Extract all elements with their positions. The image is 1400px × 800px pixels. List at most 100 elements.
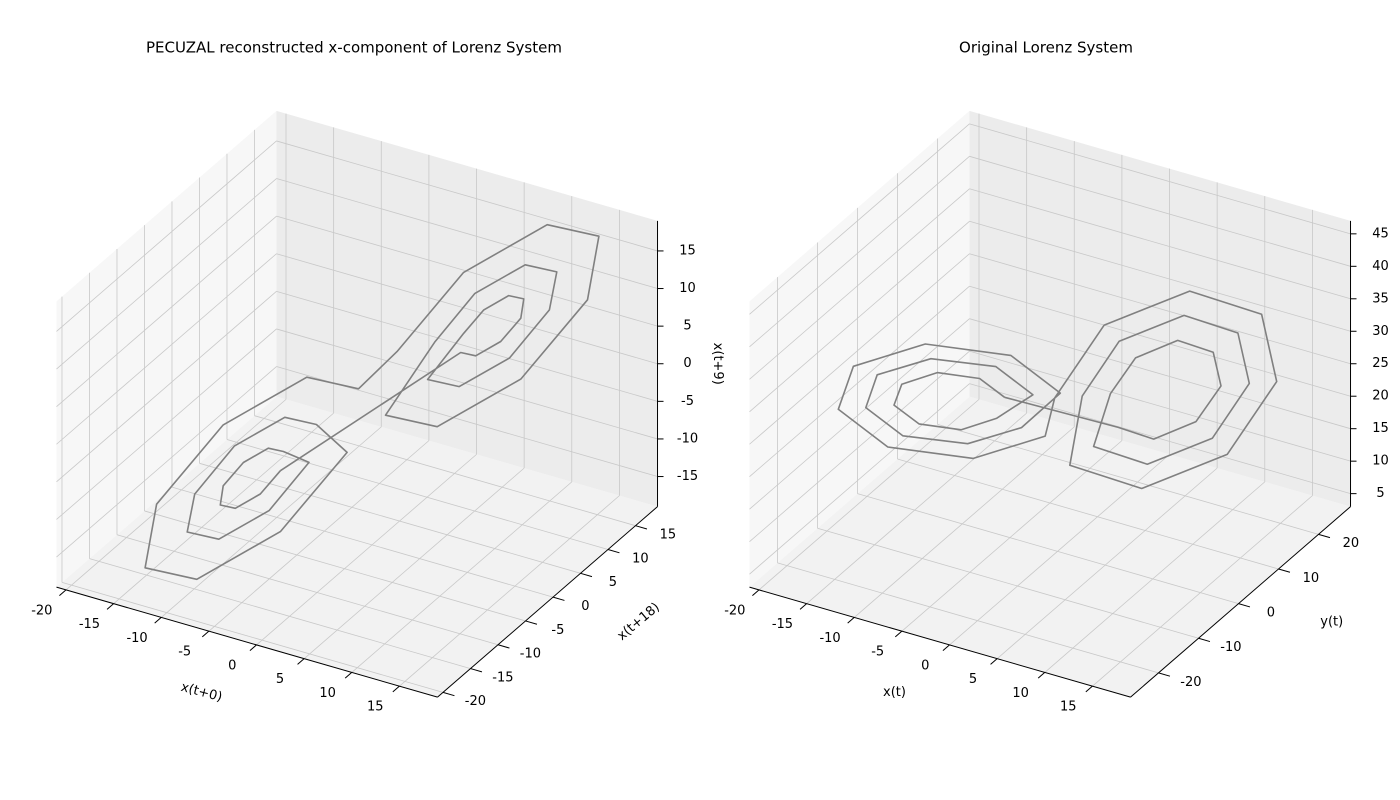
z-axis-label: x(t+9) xyxy=(710,343,725,385)
x-tick-label: -15 xyxy=(79,617,100,632)
x-axis-label: x(t+0) xyxy=(179,680,224,705)
tick-mark xyxy=(201,630,210,638)
grid-line xyxy=(56,253,277,445)
grid-line xyxy=(969,318,1351,430)
grid-line xyxy=(996,467,1218,659)
trajectory xyxy=(837,290,1278,490)
y-axis-label: x(t+18) xyxy=(615,600,663,644)
z-tick-label: -5 xyxy=(681,394,694,409)
grid-line xyxy=(969,383,1351,495)
x-tick-label: -15 xyxy=(772,617,793,632)
x-axis-label: x(t) xyxy=(883,685,906,700)
grid-line xyxy=(937,423,1319,535)
tick-mark xyxy=(392,685,400,693)
tick-mark xyxy=(847,617,855,624)
tick-mark xyxy=(497,644,510,649)
grid-line xyxy=(226,439,609,550)
tick-mark xyxy=(154,617,162,624)
y-axis-line xyxy=(1130,506,1351,698)
tick-mark xyxy=(1085,685,1093,693)
grid-line xyxy=(758,399,980,591)
grid-line xyxy=(276,253,658,365)
grid-line xyxy=(56,366,277,558)
tick-mark xyxy=(635,525,648,530)
grid-line xyxy=(399,495,620,687)
grid-line xyxy=(806,412,1027,604)
tick-mark xyxy=(1158,672,1171,677)
floor-pane xyxy=(749,396,1351,698)
grid-line xyxy=(56,328,277,520)
grid-line xyxy=(897,458,1279,570)
grid-line xyxy=(777,562,1159,674)
y-tick-label: -20 xyxy=(465,694,486,709)
grid-line xyxy=(1092,495,1313,687)
tick-mark xyxy=(470,668,483,673)
grid-line xyxy=(749,285,970,478)
z-tick-label: 25 xyxy=(1372,356,1389,371)
tick-mark xyxy=(607,549,620,554)
x-tick-label: -5 xyxy=(178,645,191,660)
x-tick-label: 15 xyxy=(367,700,384,715)
grid-line xyxy=(256,454,477,646)
y-axis-label: y(t) xyxy=(1320,614,1343,629)
grid-line xyxy=(749,156,970,348)
tick-mark xyxy=(1198,637,1211,643)
grid-line xyxy=(969,155,1351,267)
grid-line xyxy=(969,350,1351,462)
tick-mark xyxy=(106,603,114,610)
grid-line xyxy=(56,140,277,332)
grid-line xyxy=(749,318,970,510)
grid-line xyxy=(61,582,444,693)
grid-line xyxy=(969,123,1351,235)
z-tick-label: 5 xyxy=(1376,486,1384,501)
z-tick-label: 10 xyxy=(679,281,696,296)
x-tick-label: 0 xyxy=(228,658,236,673)
grid-line xyxy=(199,462,581,574)
grid-line xyxy=(116,534,499,646)
x-tick-label: 5 xyxy=(969,672,977,687)
z-tick-label: 15 xyxy=(1372,421,1389,436)
y-tick-label: 5 xyxy=(609,575,617,590)
tick-mark xyxy=(297,658,305,665)
tick-mark xyxy=(1318,533,1331,539)
y-tick-label: -5 xyxy=(551,623,564,638)
floor-pane xyxy=(56,396,658,698)
x-tick-label: -20 xyxy=(724,603,745,618)
x-tick-label: 10 xyxy=(319,686,336,701)
grid-line xyxy=(303,467,525,659)
grid-line xyxy=(56,215,277,407)
z-tick-label: 0 xyxy=(683,356,691,371)
grid-line xyxy=(161,426,382,618)
grid-line xyxy=(276,178,658,289)
grid-line xyxy=(276,140,658,252)
tick-mark xyxy=(580,572,593,578)
y-tick-label: -20 xyxy=(1180,675,1201,690)
tick-mark xyxy=(525,620,538,625)
x-tick-label: -10 xyxy=(126,631,147,646)
z-tick-label: 45 xyxy=(1372,226,1389,241)
grid-line xyxy=(969,188,1351,300)
tick-mark xyxy=(1238,603,1251,608)
grid-line xyxy=(969,220,1351,332)
tick-mark xyxy=(442,691,455,697)
grid-line xyxy=(254,415,636,527)
x-tick-label: -10 xyxy=(819,631,840,646)
z-tick-label: 30 xyxy=(1372,324,1389,339)
grid-line xyxy=(276,290,658,402)
grid-line xyxy=(1044,481,1266,673)
x-tick-label: 10 xyxy=(1012,686,1029,701)
grid-line xyxy=(65,399,287,591)
grid-line xyxy=(749,253,970,445)
z-tick-label: 35 xyxy=(1372,291,1389,306)
y-tick-label: 0 xyxy=(1267,605,1275,620)
tick-mark xyxy=(59,589,67,596)
grid-line xyxy=(749,188,970,380)
y-tick-label: 10 xyxy=(632,551,649,566)
tick-mark xyxy=(990,658,998,665)
x-tick-label: -20 xyxy=(31,603,52,618)
grid-line xyxy=(901,440,1123,632)
tick-mark xyxy=(752,589,760,596)
z-tick-label: 20 xyxy=(1372,389,1389,404)
z-tick-label: 40 xyxy=(1372,259,1389,274)
tick-mark xyxy=(552,596,565,601)
